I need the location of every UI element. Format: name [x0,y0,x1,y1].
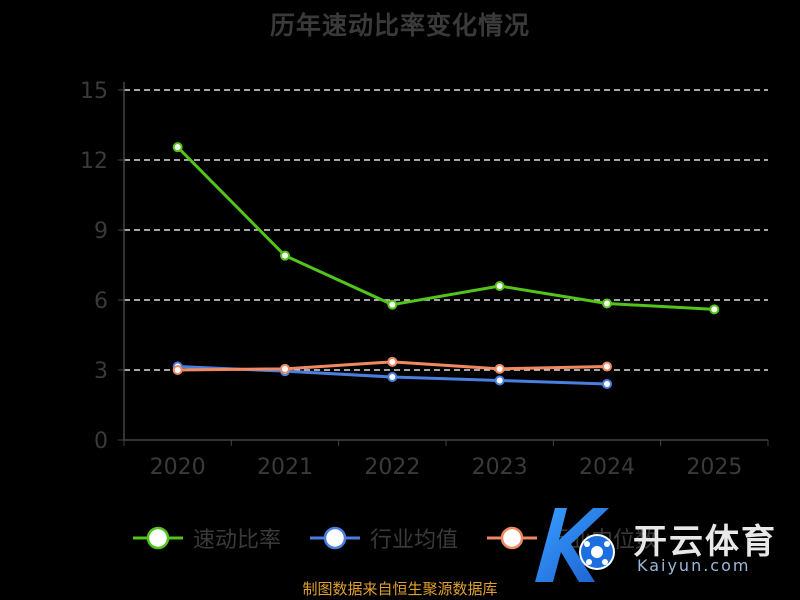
legend-label: 速动比率 [193,528,282,553]
chart-title: 历年速动比率变化情况 [269,11,530,40]
watermark-logo: 开云体育 Kaiyun.com [515,500,800,590]
x-tick-label: 2021 [257,455,313,480]
data-point[interactable] [602,379,612,389]
x-tick-label: 2022 [364,455,420,480]
x-tick-label: 2020 [150,455,206,480]
data-point[interactable] [494,375,505,386]
legend-item[interactable]: 行业均值 [310,518,458,558]
data-point[interactable] [709,304,720,315]
source-note: 制图数据来自恒生聚源数据库 [302,580,498,598]
y-tick-label: 3 [94,359,108,384]
legend-swatch-icon [487,526,537,550]
data-point[interactable] [280,250,290,261]
legend-swatch-icon [310,526,360,550]
data-point[interactable] [602,361,612,372]
x-tick-label: 2024 [579,455,635,480]
legend-label: 行业均值 [370,528,459,553]
data-point[interactable] [280,363,290,374]
y-tick-label: 0 [94,429,108,454]
data-point[interactable] [387,356,398,367]
y-tick-label: 9 [94,219,108,244]
data-point[interactable] [494,363,505,374]
data-point[interactable] [172,142,183,153]
data-point[interactable] [494,281,505,291]
legend-swatch-icon [133,526,183,550]
watermark-brand: 开云体育 [633,522,777,562]
y-tick-label: 15 [80,79,108,104]
data-point[interactable] [602,298,612,309]
data-point[interactable] [387,372,398,382]
legend-item[interactable]: 速动比率 [133,518,281,558]
data-point[interactable] [172,365,183,375]
data-point[interactable] [387,299,398,310]
x-tick-label: 2025 [686,455,742,480]
kaiyun-logo-icon [535,508,615,582]
series-line [176,146,715,311]
y-tick-label: 12 [80,149,108,174]
x-tick-label: 2023 [472,455,528,480]
y-tick-label: 6 [94,289,108,314]
watermark-url: Kaiyun.com [637,556,751,575]
